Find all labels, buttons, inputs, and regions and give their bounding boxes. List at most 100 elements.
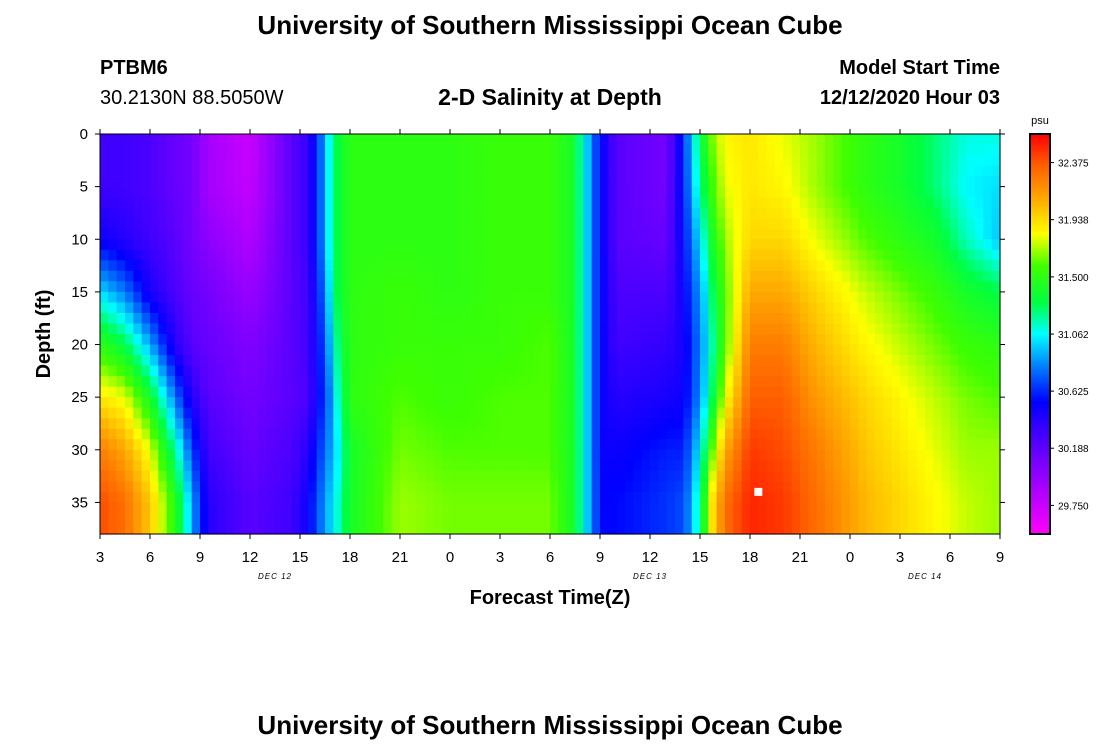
heatmap-cell	[383, 449, 393, 461]
heatmap-cell	[783, 428, 793, 440]
heatmap-cell	[616, 197, 626, 209]
heatmap-cell	[116, 376, 126, 388]
heatmap-cell	[325, 470, 334, 482]
heatmap-cell	[550, 460, 559, 472]
heatmap-cell	[691, 155, 701, 167]
heatmap-cell	[175, 376, 184, 388]
heatmap-cell	[658, 376, 668, 388]
heatmap-cell	[975, 228, 984, 240]
heatmap-cell	[233, 165, 243, 177]
heatmap-cell	[808, 418, 818, 430]
heatmap-cell	[816, 249, 826, 261]
heatmap-cell	[525, 186, 534, 198]
heatmap-cell	[625, 165, 634, 177]
heatmap-cell	[408, 239, 418, 251]
heatmap-cell	[383, 365, 393, 377]
heatmap-cell	[691, 512, 701, 525]
heatmap-cell	[925, 365, 934, 377]
heatmap-cell	[458, 523, 468, 535]
heatmap-cell	[541, 155, 551, 167]
heatmap-cell	[683, 218, 693, 230]
heatmap-cell	[333, 207, 343, 219]
heatmap-cell	[583, 260, 593, 272]
heatmap-cell	[108, 197, 118, 209]
heatmap-cell	[983, 312, 993, 325]
heatmap-cell	[833, 291, 843, 304]
heatmap-cell	[750, 407, 759, 419]
heatmap-cell	[358, 165, 368, 177]
heatmap-cell	[916, 344, 926, 356]
heatmap-cell	[333, 460, 343, 472]
heatmap-cell	[341, 355, 351, 367]
heatmap-cell	[975, 439, 984, 451]
heatmap-cell	[591, 312, 601, 325]
heatmap-cell	[333, 323, 343, 335]
heatmap-cell	[600, 344, 609, 356]
heatmap-cell	[641, 302, 651, 314]
heatmap-cell	[150, 491, 159, 504]
heatmap-cell	[625, 323, 634, 335]
heatmap-cell	[425, 260, 434, 272]
heatmap-cell	[808, 281, 818, 293]
heatmap-cell	[400, 397, 409, 409]
heatmap-cell	[266, 239, 276, 251]
heatmap-cell	[700, 186, 709, 198]
heatmap-cell	[950, 418, 959, 430]
heatmap-cell	[633, 281, 643, 293]
heatmap-cell	[208, 218, 218, 230]
heatmap-cell	[875, 418, 884, 430]
heatmap-cell	[483, 239, 493, 251]
heatmap-cell	[683, 470, 693, 482]
heatmap-cell	[425, 239, 434, 251]
heatmap-cell	[566, 291, 576, 304]
heatmap-cell	[825, 428, 834, 440]
heatmap-cell	[958, 470, 968, 482]
heatmap-cell	[708, 260, 718, 272]
heatmap-cell	[483, 186, 493, 198]
heatmap-cell	[266, 218, 276, 230]
heatmap-cell	[358, 502, 368, 514]
heatmap-cell	[133, 428, 143, 440]
heatmap-cell	[608, 397, 618, 409]
heatmap-cell	[741, 418, 751, 430]
heatmap-cell	[508, 176, 518, 188]
heatmap-cell	[450, 491, 459, 504]
heatmap-cell	[741, 512, 751, 525]
heatmap-cell	[250, 176, 259, 188]
heatmap-cell	[708, 386, 718, 398]
heatmap-cell	[891, 197, 901, 209]
heatmap-cell	[883, 481, 893, 493]
heatmap-cell	[116, 218, 126, 230]
heatmap-cell	[283, 365, 293, 377]
heatmap-cell	[383, 470, 393, 482]
heatmap-cell	[441, 376, 451, 388]
heatmap-cell	[641, 176, 651, 188]
heatmap-cell	[958, 270, 968, 282]
heatmap-cell	[375, 302, 384, 314]
heatmap-cell	[841, 176, 851, 188]
heatmap-cell	[433, 470, 443, 482]
heatmap-cell	[258, 155, 268, 167]
heatmap-cell	[266, 386, 276, 398]
heatmap-cell	[441, 186, 451, 198]
heatmap-cell	[891, 502, 901, 514]
heatmap-cell	[550, 228, 559, 240]
heatmap-cell	[766, 302, 776, 314]
heatmap-cell	[375, 186, 384, 198]
heatmap-cell	[933, 197, 943, 209]
heatmap-cell	[541, 270, 551, 282]
heatmap-cell	[516, 397, 526, 409]
heatmap-cell	[683, 407, 693, 419]
heatmap-cell	[250, 502, 259, 514]
heatmap-cell	[841, 407, 851, 419]
heatmap-cell	[100, 365, 109, 377]
heatmap-cell	[683, 344, 693, 356]
heatmap-cell	[325, 260, 334, 272]
heatmap-cell	[275, 449, 284, 461]
heatmap-cell	[575, 523, 584, 535]
heatmap-cell	[475, 155, 484, 167]
heatmap-cell	[675, 218, 684, 230]
heatmap-cell	[850, 449, 859, 461]
heatmap-cell	[533, 460, 543, 472]
heatmap-cell	[216, 439, 226, 451]
